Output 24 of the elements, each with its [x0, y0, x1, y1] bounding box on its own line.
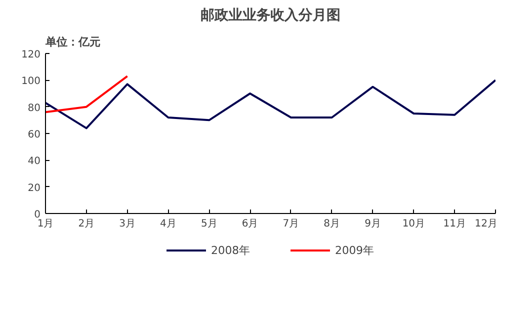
x-tick-label: 7月 [282, 218, 300, 230]
y-tick-label: 40 [28, 156, 41, 168]
x-tick-label: 6月 [242, 218, 258, 230]
y-tick-label: 120 [21, 50, 41, 60]
x-tick-label: 11月 [443, 218, 466, 230]
x-tick-label: 1月 [37, 218, 54, 230]
y-tick-label: 0 [34, 210, 41, 220]
x-tick-label: 2月 [78, 218, 95, 230]
x-tick-label: 4月 [160, 218, 176, 230]
x-tick-label: 12月 [474, 218, 498, 230]
chart-title: 邮政业业务收入分月图 [200, 8, 340, 24]
text: 单位：亿元 [44, 36, 100, 48]
x-tick-label: 10月 [402, 218, 426, 230]
y-tick-label: 60 [28, 130, 41, 140]
y-tick-label: 100 [21, 76, 41, 88]
y-tick-label: 20 [28, 182, 41, 194]
x-tick-label: 9月 [364, 218, 381, 230]
legend-label: 2009年 [335, 242, 374, 258]
legend-label: 2008年 [211, 242, 250, 258]
x-tick-label: 5月 [200, 218, 218, 230]
y-tick-label: 80 [28, 102, 41, 114]
line-series [46, 79, 496, 130]
x-tick-label: 3月 [119, 218, 136, 230]
x-tick-label: 8月 [324, 218, 340, 230]
